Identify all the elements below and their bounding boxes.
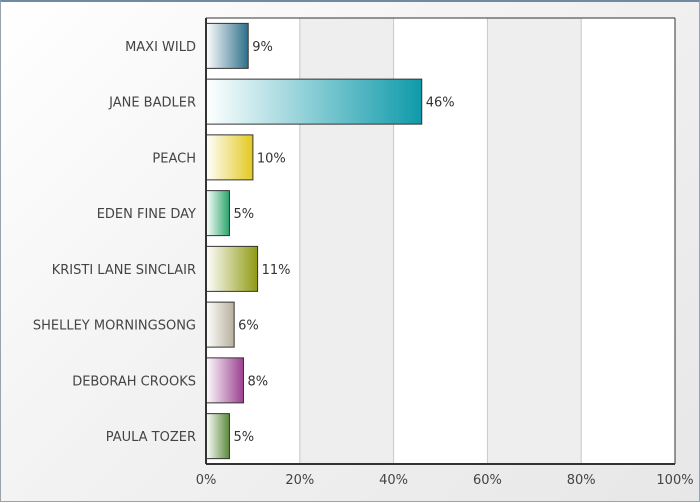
bar [205,78,423,125]
bar [205,22,249,69]
data-label: 10% [257,151,286,166]
grid-band [487,18,582,464]
category-label: KRISTI LANE SINCLAIR [52,263,196,278]
bar [205,413,230,460]
x-tick-label: 40% [379,473,408,488]
category-label: PAULA TOZER [106,430,196,445]
bar [205,357,245,404]
data-label: 8% [248,374,269,389]
labels: MAXI WILD 9% JANE BADLER 46% PEACH 10% EDEN FI… [33,40,694,488]
bar [205,190,230,237]
bar [205,301,235,348]
data-label: 46% [426,96,455,111]
category-label: SHELLEY MORNINGSONG [33,319,196,334]
data-label: 9% [252,40,273,55]
x-tick-label: 60% [473,473,502,488]
category-label: EDEN FINE DAY [97,207,196,222]
category-label: JANE BADLER [108,96,196,111]
data-label: 6% [238,319,259,334]
bar [205,134,254,181]
category-label: PEACH [152,151,196,166]
bar [205,245,259,292]
data-label: 11% [262,263,291,278]
category-label: MAXI WILD [125,40,196,55]
data-label: 5% [233,430,254,445]
x-tick-label: 0% [196,473,217,488]
x-tick-label: 100% [656,473,693,488]
category-label: DEBORAH CROOKS [72,374,196,389]
x-tick-label: 80% [567,473,596,488]
bars [205,22,423,460]
x-tick-label: 20% [285,473,314,488]
data-label: 5% [233,207,254,222]
